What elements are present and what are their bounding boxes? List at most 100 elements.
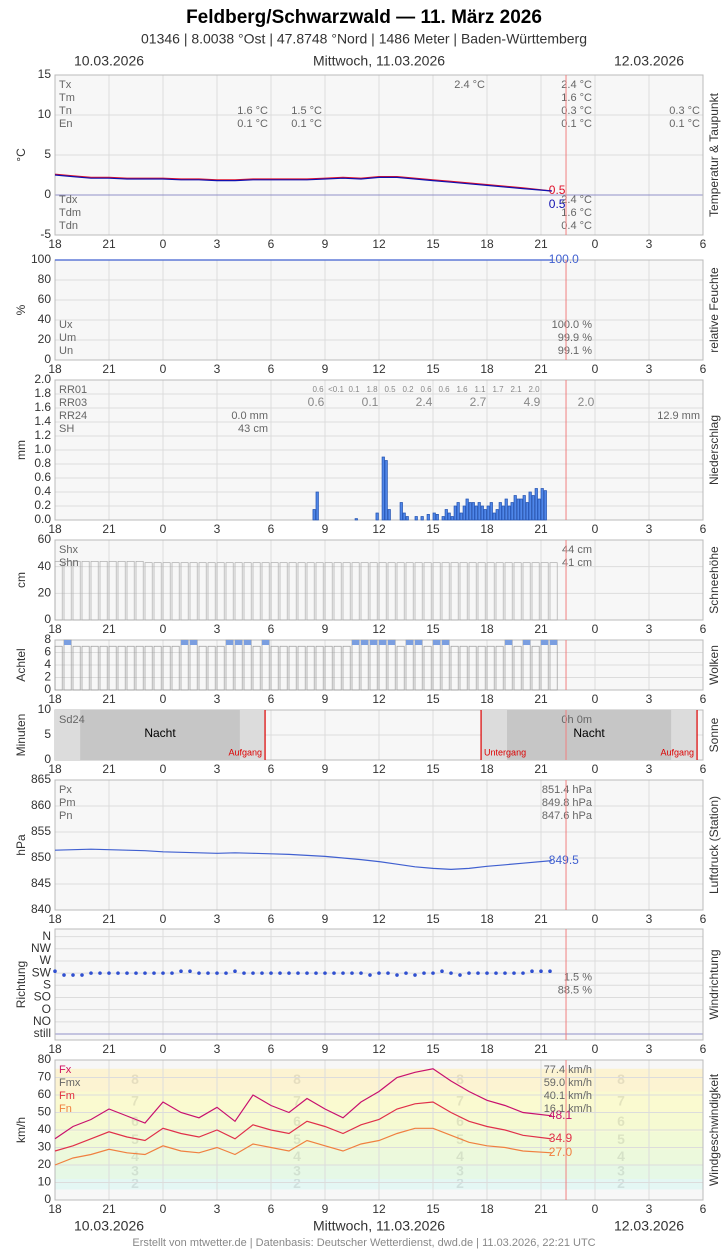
x-tick-label: 18 [48, 692, 62, 706]
x-tick-label: 21 [102, 1202, 116, 1216]
bar [396, 562, 405, 621]
x-tick-label: 0 [160, 1042, 167, 1056]
stat-value: 0.1 °C [561, 118, 592, 130]
bar [108, 645, 117, 691]
x-tick-label: 21 [102, 362, 116, 376]
bar-cap [379, 640, 387, 645]
y-tick-label: SW [32, 965, 52, 979]
stat-label: Un [59, 345, 73, 357]
bar [354, 518, 358, 521]
point [296, 971, 300, 975]
beaufort-level: 7 [617, 1093, 625, 1109]
bar [144, 562, 153, 621]
date-center: Mittwoch, 11.03.2026 [313, 1218, 445, 1234]
bar [162, 562, 171, 621]
x-tick-label: 0 [160, 362, 167, 376]
bar [270, 645, 279, 691]
rr01-label: 0.6 [438, 385, 450, 394]
point [251, 971, 255, 975]
end-label: 0.5 [549, 197, 566, 211]
bar [513, 495, 517, 521]
x-tick-label: 3 [214, 762, 221, 776]
line [54, 1127, 552, 1166]
beaufort-level: 5 [131, 1131, 139, 1147]
y-tick-label: 855 [31, 824, 51, 838]
x-tick-label: 21 [102, 237, 116, 251]
bar [549, 562, 558, 621]
bar [426, 514, 430, 521]
x-tick-label: 3 [646, 522, 653, 536]
point [548, 969, 552, 974]
y-tick-label: 10 [38, 1175, 52, 1189]
point [485, 971, 489, 975]
beaufort-level: 8 [456, 1071, 464, 1087]
stat-value: 2.4 °C [561, 79, 592, 91]
x-tick-label: 9 [322, 912, 329, 926]
point [350, 971, 354, 975]
point [332, 971, 336, 975]
bar [516, 498, 520, 521]
bar [453, 505, 457, 521]
x-tick-label: 3 [646, 912, 653, 926]
y-tick-label: NO [33, 1014, 51, 1028]
night-label: Nacht [573, 726, 605, 740]
side-label: Sonne [707, 717, 721, 752]
x-tick-label: 18 [480, 762, 494, 776]
stat-value: 847.6 hPa [542, 810, 593, 822]
y-tick-label: 80 [38, 272, 52, 286]
bar [414, 562, 423, 621]
y-tick-label: 4 [44, 657, 51, 671]
point [89, 971, 93, 975]
bar [171, 562, 180, 621]
rr03-label: 2.4 [416, 395, 433, 409]
y-tick-label: 40 [38, 1122, 52, 1136]
stat-value: 16.1 km/h [544, 1103, 592, 1115]
bar [108, 560, 117, 621]
x-tick-label: 15 [426, 622, 440, 636]
y-axis-label: mm [14, 440, 28, 460]
beaufort-level: 4 [293, 1148, 301, 1164]
y-tick-label: 20 [38, 586, 52, 600]
x-tick-label: 6 [268, 912, 275, 926]
bar [462, 505, 466, 521]
bar [216, 562, 225, 621]
beaufort-level: 3 [293, 1163, 301, 1179]
x-tick-label: 21 [534, 762, 548, 776]
y-tick-label: 6 [44, 645, 51, 659]
point [404, 971, 408, 975]
bar-cap [361, 640, 369, 645]
x-tick-label: 3 [214, 1042, 221, 1056]
point [449, 971, 453, 975]
x-tick-label: 3 [646, 692, 653, 706]
x-tick-label: 18 [480, 1042, 494, 1056]
x-tick-label: 21 [534, 237, 548, 251]
stat-label: Um [59, 332, 76, 344]
bar [90, 560, 99, 621]
stat-label: Pm [59, 797, 76, 809]
bar [135, 645, 144, 691]
date-left: 10.03.2026 [74, 53, 144, 69]
x-tick-label: 3 [214, 1202, 221, 1216]
y-tick-label: 60 [38, 292, 52, 306]
x-tick-label: 3 [646, 762, 653, 776]
bar [90, 645, 99, 691]
bar [432, 562, 441, 621]
bar [492, 512, 496, 521]
point [359, 971, 363, 975]
bar [342, 645, 351, 691]
x-tick-label: 0 [160, 622, 167, 636]
x-tick-label: 18 [480, 522, 494, 536]
bar [234, 562, 243, 621]
x-tick-label: 6 [268, 1042, 275, 1056]
y-tick-label: 20 [38, 1157, 52, 1171]
y-tick-label: 40 [38, 312, 52, 326]
y-tick-label: 845 [31, 876, 51, 890]
rr01-label: <0.1 [328, 385, 344, 394]
point [143, 971, 147, 975]
stat-value: 2.4 °C [561, 194, 592, 206]
stat-value: 41 cm [562, 557, 592, 569]
bar [531, 562, 540, 621]
point [260, 971, 264, 975]
rr03-label: 4.9 [524, 395, 541, 409]
stat-value: 0.1 °C [237, 118, 268, 130]
